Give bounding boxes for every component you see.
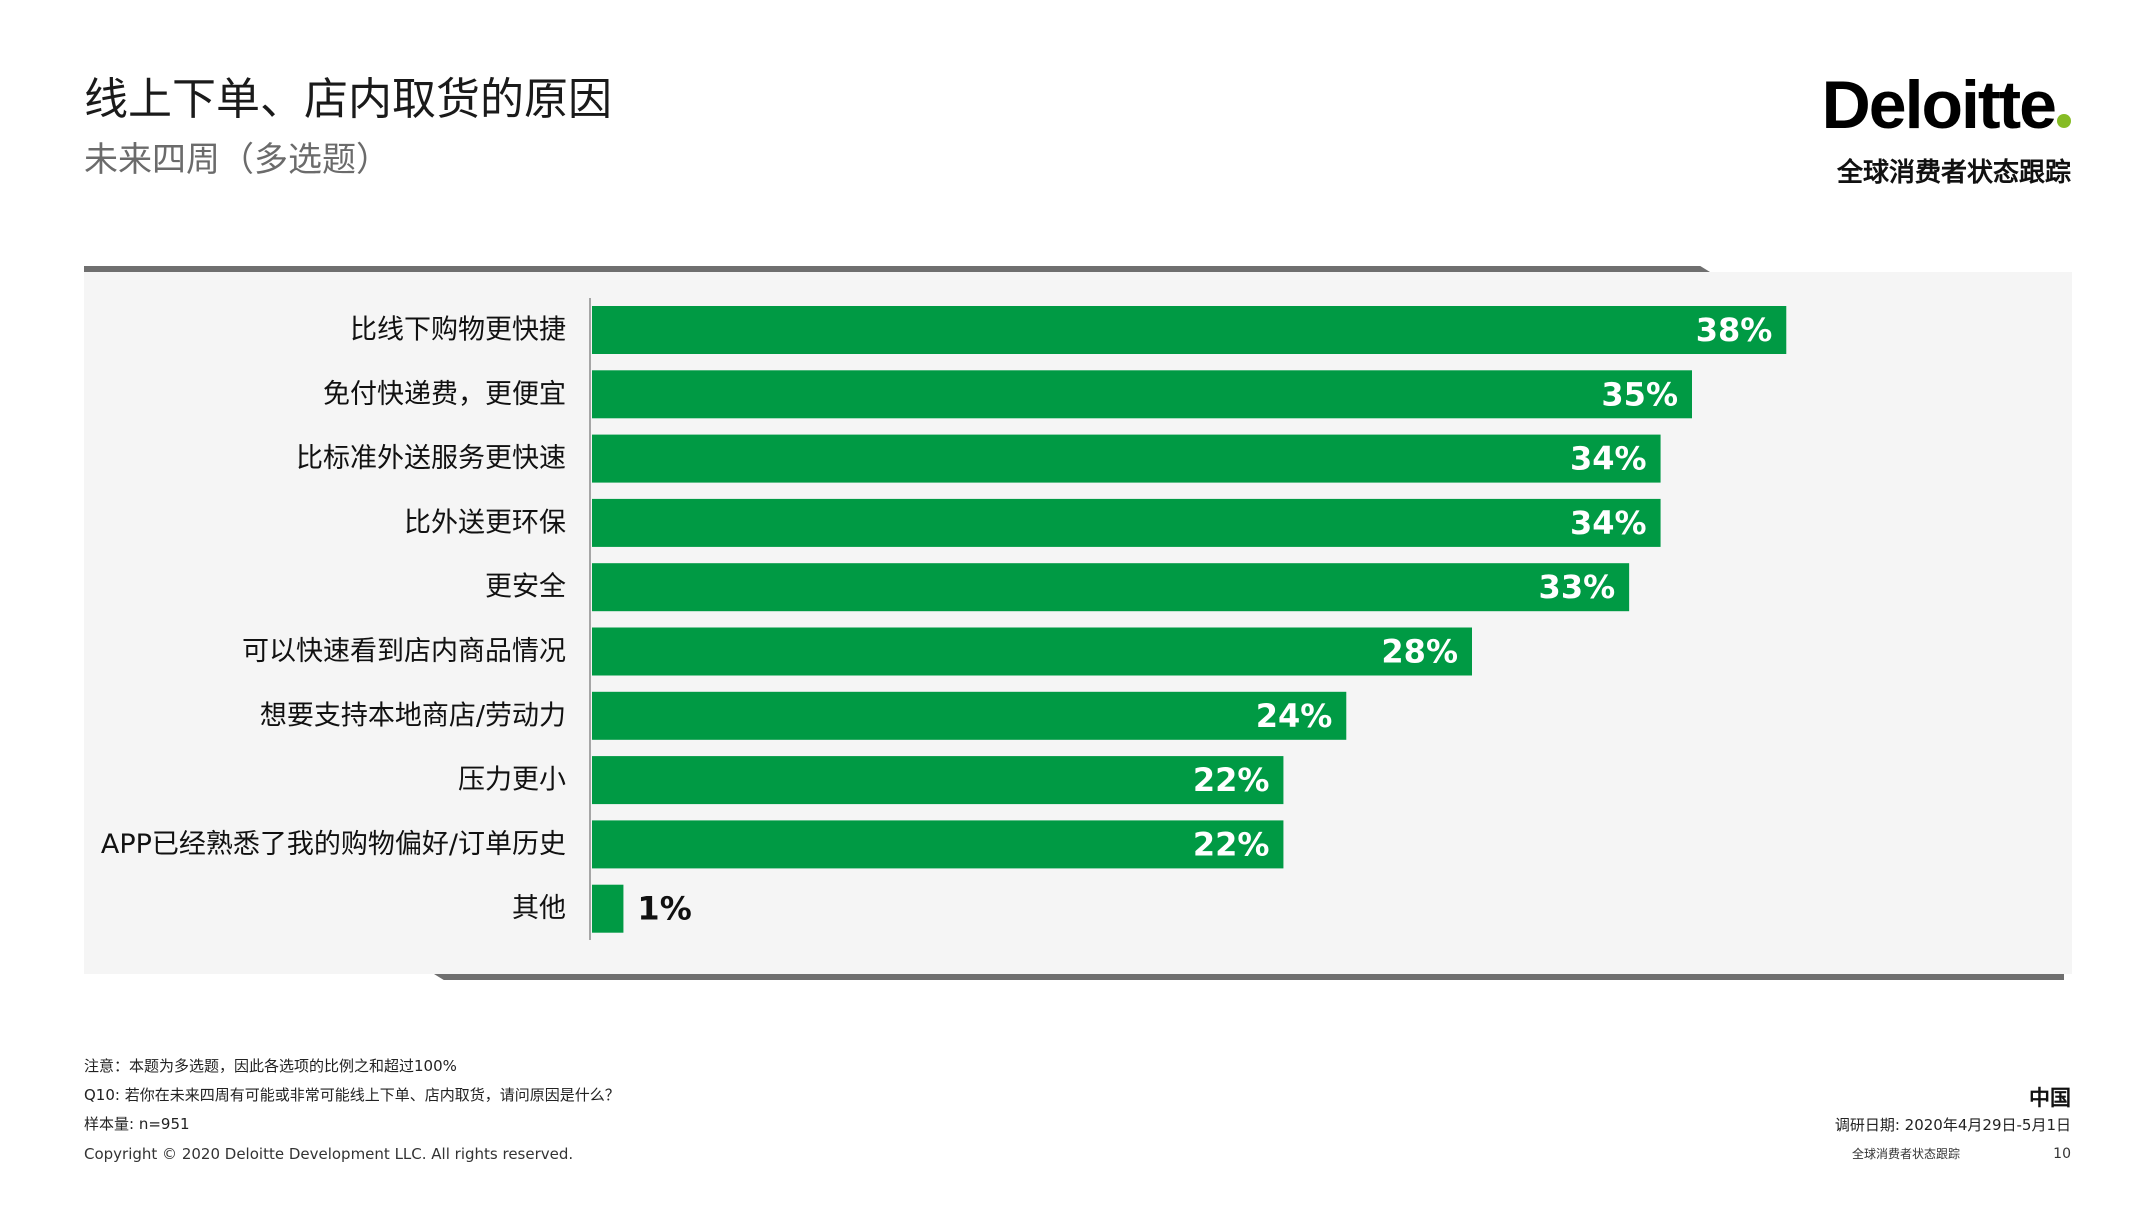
bar bbox=[592, 627, 1472, 676]
page-subtitle: 未来四周（多选题） bbox=[84, 140, 390, 180]
page-title: 线上下单、店内取货的原因 bbox=[84, 74, 612, 125]
question-text: Q10: 若你在未来四周有可能或非常可能线上下单、店内取货，请问原因是什么？ bbox=[84, 1086, 620, 1104]
tracker-name: 全球消费者状态跟踪 bbox=[1836, 158, 2071, 188]
value-label: 34% bbox=[1570, 504, 1647, 542]
value-label: 35% bbox=[1601, 375, 1678, 413]
bar bbox=[592, 370, 1692, 419]
category-label: 压力更小 bbox=[458, 765, 566, 796]
value-label: 24% bbox=[1256, 697, 1333, 735]
bar bbox=[592, 306, 1787, 354]
category-label: 比标准外送服务更快速 bbox=[296, 443, 566, 474]
bar bbox=[592, 434, 1661, 483]
page-number: 10 bbox=[2053, 1146, 2071, 1162]
panel-top-rule bbox=[84, 266, 1710, 272]
value-label: 34% bbox=[1570, 440, 1647, 478]
region-label: 中国 bbox=[2029, 1086, 2071, 1110]
value-label: 1% bbox=[637, 890, 691, 928]
bar bbox=[592, 563, 1630, 612]
category-label: 免付快递费，更便宜 bbox=[323, 379, 566, 410]
category-label: 想要支持本地商店/劳动力 bbox=[260, 700, 566, 731]
multi-select-note: 注意：本题为多选题，因此各选项的比例之和超过100% bbox=[84, 1057, 457, 1075]
bar bbox=[592, 691, 1347, 740]
category-label: 其他 bbox=[512, 893, 566, 924]
copyright: Copyright © 2020 Deloitte Development LL… bbox=[84, 1145, 574, 1163]
brand-block: Deloitte 全球消费者状态跟踪 bbox=[1822, 70, 2071, 190]
category-label: 比外送更环保 bbox=[404, 507, 566, 538]
category-label: 可以快速看到店内商品情况 bbox=[242, 636, 566, 667]
survey-date: 调研日期: 2020年4月29日-5月1日 bbox=[1834, 1116, 2071, 1134]
bar bbox=[592, 498, 1661, 547]
logo-dot bbox=[2057, 114, 2071, 128]
panel-bottom-rule bbox=[434, 974, 2064, 980]
category-label: APP已经熟悉了我的购物偏好/订单历史 bbox=[101, 829, 566, 860]
sample-size: 样本量: n=951 bbox=[84, 1115, 190, 1133]
value-label: 22% bbox=[1193, 761, 1270, 799]
value-label: 22% bbox=[1193, 825, 1270, 863]
value-label: 38% bbox=[1696, 311, 1773, 349]
bar bbox=[592, 884, 624, 933]
bar bbox=[592, 820, 1284, 869]
category-label: 比线下购物更快捷 bbox=[350, 315, 566, 346]
value-label: 28% bbox=[1381, 633, 1458, 671]
logo-text: Deloitte bbox=[1821, 67, 2057, 143]
deloitte-logo: Deloitte bbox=[1822, 70, 2071, 140]
category-label: 更安全 bbox=[485, 572, 566, 603]
bar bbox=[592, 756, 1284, 805]
value-label: 33% bbox=[1539, 568, 1616, 606]
footnotes: 注意：本题为多选题，因此各选项的比例之和超过100% Q10: 若你在未来四周有… bbox=[84, 1052, 620, 1139]
footer-tracker-name: 全球消费者状态跟踪 bbox=[1852, 1147, 1961, 1161]
